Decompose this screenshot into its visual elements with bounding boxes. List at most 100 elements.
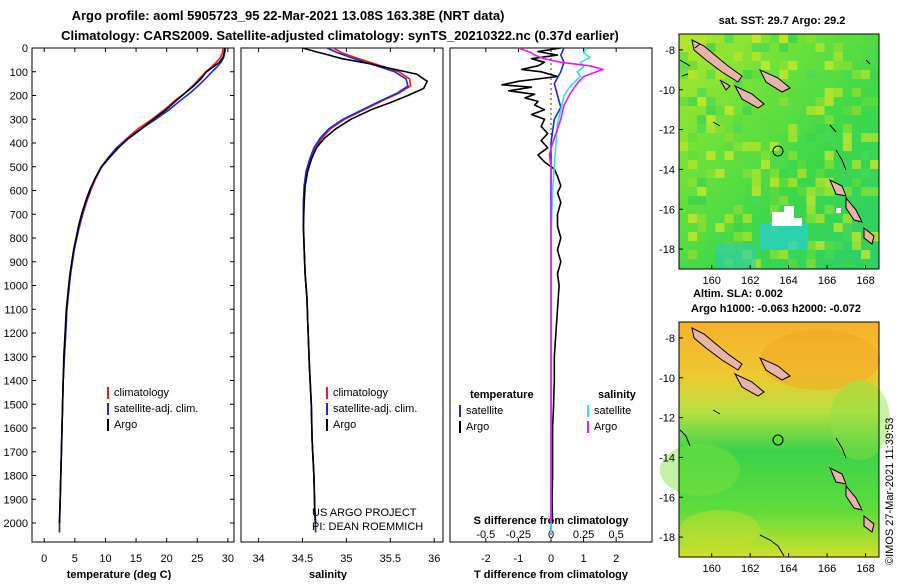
- y-tick-label: 1000: [4, 281, 28, 293]
- sla-map-coastlines: [691, 327, 875, 533]
- sla-map-texture: [660, 330, 890, 550]
- y-tick-label: 1800: [4, 471, 28, 483]
- series-line: [58, 47, 226, 524]
- y-tick-label: 1700: [4, 447, 28, 459]
- series-line: [501, 47, 562, 524]
- salinity-diff-tick-label: 0.5: [609, 529, 624, 541]
- series-line: [302, 47, 412, 533]
- salinity-diff-tick-label: 0.25: [573, 529, 594, 541]
- map-x-tick-label: 164: [779, 275, 797, 287]
- x-tick-label: 1: [581, 553, 587, 565]
- salinity-diff-tick-label: 0: [548, 529, 554, 541]
- map-y-tick-label: -16: [659, 492, 675, 504]
- map-y-tick-label: -12: [659, 125, 675, 137]
- sla-map-contours: [679, 409, 847, 557]
- legend-label: Argo: [114, 419, 137, 431]
- x-tick-label: 35: [340, 553, 352, 565]
- sla-float-marker: [772, 434, 784, 446]
- x-axis-label: temperature (deg C): [67, 569, 172, 580]
- map-x-tick-label: 162: [741, 275, 759, 287]
- y-tick-label: 100: [10, 67, 28, 79]
- y-tick-label: 1600: [4, 423, 28, 435]
- y-tick-label: 1300: [4, 352, 28, 364]
- legend-label: satellite: [594, 405, 631, 417]
- map-x-tick-label: 160: [703, 275, 721, 287]
- timestamp: ©IMOS 27-Mar-2021 11:39:53: [884, 418, 896, 565]
- difference-profile-panel: -2 -1 0 1 2 T difference from climatology -0.5…: [449, 47, 653, 581]
- sst-map-panel: sat. SST: 29.7 Argo: 29.2 160 162 164 166 16…: [659, 15, 880, 287]
- x-tick-label: -2: [481, 553, 491, 565]
- y-tick-label: 1500: [4, 399, 28, 411]
- legend-label: climatology: [114, 387, 170, 399]
- x-tick-label: 0: [548, 553, 554, 565]
- x-tick-label: 2: [613, 553, 619, 565]
- x-tick-label: 0: [41, 553, 47, 565]
- legend-label: Argo: [594, 421, 617, 433]
- y-tick-label: 700: [10, 209, 28, 221]
- legend-label: satellite-adj. clim.: [114, 403, 198, 415]
- x-tick-label: 25: [191, 553, 203, 565]
- map-y-tick-label: -18: [659, 244, 675, 256]
- x-tick-label: 34.5: [292, 553, 313, 565]
- x-tick-label: 36: [428, 553, 440, 565]
- x-tick-label: 20: [161, 553, 173, 565]
- map-x-tick-label: 162: [741, 563, 759, 575]
- sla-map-image: [679, 322, 879, 557]
- map-y-tick-label: -10: [659, 373, 675, 385]
- credit-line1: US ARGO PROJECT: [312, 507, 417, 519]
- legend-heading: temperature: [470, 389, 534, 401]
- sst-map-outlines: [679, 43, 871, 171]
- legend-label: climatology: [333, 387, 389, 399]
- map-y-tick-label: -14: [659, 164, 675, 176]
- sla-map-subtitle: Argo h1000: -0.063 h2000: -0.072: [691, 303, 861, 315]
- map-x-tick-label: 160: [703, 563, 721, 575]
- x-tick-label: -1: [514, 553, 524, 565]
- legend-label: Argo: [333, 419, 356, 431]
- y-tick-label: 1100: [4, 304, 28, 316]
- sst-map-coastlines: [691, 39, 875, 245]
- salinity-diff-tick-label: -0.25: [506, 529, 531, 541]
- y-tick-label: 600: [10, 186, 28, 198]
- x-tick-label: 35.5: [380, 553, 401, 565]
- figure-title-line2: Climatology: CARS2009. Satellite-adjuste…: [61, 28, 619, 43]
- map-y-tick-label: -8: [665, 45, 675, 57]
- y-tick-label: 2000: [4, 518, 28, 530]
- y-tick-label: 200: [10, 91, 28, 103]
- sst-map-texture: [679, 34, 880, 269]
- y-tick-label: 0: [22, 43, 28, 55]
- y-tick-label: 800: [10, 233, 28, 245]
- series-line: [550, 47, 591, 533]
- figure-title-line1: Argo profile: aoml 5905723_95 22-Mar-202…: [72, 8, 505, 23]
- sla-map-panel: Altim. SLA: 0.002 Argo h1000: -0.063 h20…: [659, 288, 890, 575]
- legend-label: satellite-adj. clim.: [333, 403, 417, 415]
- map-x-tick-label: 166: [818, 563, 836, 575]
- x-axis-label: T difference from climatology: [474, 569, 629, 580]
- series-line: [302, 47, 428, 524]
- map-x-tick-label: 168: [856, 275, 874, 287]
- sla-map-title: Altim. SLA: 0.002: [693, 288, 783, 300]
- map-x-tick-label: 166: [818, 275, 836, 287]
- map-x-tick-label: 164: [779, 563, 797, 575]
- series-line: [58, 47, 227, 533]
- sst-map-title: sat. SST: 29.7 Argo: 29.2: [719, 15, 846, 27]
- y-tick-label: 300: [10, 114, 28, 126]
- series-line: [518, 47, 604, 523]
- x-tick-label: 10: [99, 553, 111, 565]
- plot-frame: [31, 47, 235, 543]
- map-y-tick-label: -18: [659, 532, 675, 544]
- x-tick-label: 15: [130, 553, 142, 565]
- map-y-tick-label: -12: [659, 413, 675, 425]
- x-tick-label: 30: [222, 553, 234, 565]
- y-tick-label: 500: [10, 162, 28, 174]
- legend-label: satellite: [466, 405, 503, 417]
- salinity-profile-panel: 34 34.5 35 35.5 36 salinity climatology satelli…: [240, 47, 444, 581]
- credit-line2: PI: DEAN ROEMMICH: [312, 521, 423, 533]
- y-tick-label: 900: [10, 257, 28, 269]
- sst-float-marker: [772, 145, 784, 157]
- y-tick-label: 1400: [4, 376, 28, 388]
- map-x-tick-label: 168: [856, 563, 874, 575]
- plot-frame: [240, 47, 444, 543]
- series-line: [302, 47, 409, 533]
- legend-heading: salinity: [598, 389, 637, 401]
